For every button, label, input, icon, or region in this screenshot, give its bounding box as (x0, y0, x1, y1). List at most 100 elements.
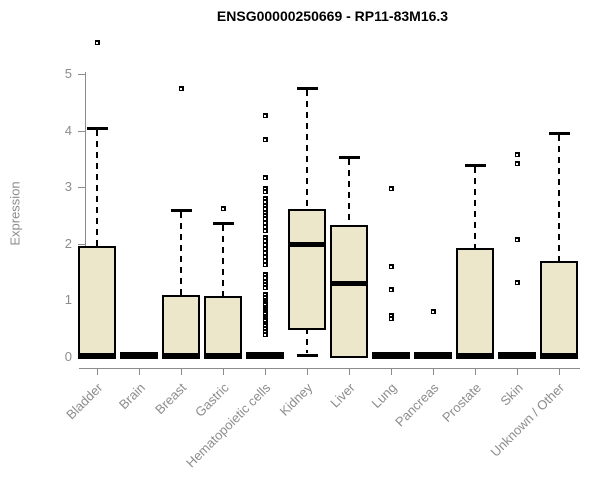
outlier-point (262, 282, 268, 288)
outlier-point (262, 219, 268, 225)
outlier-point (262, 262, 268, 268)
outlier-point (262, 242, 268, 248)
x-tick (265, 368, 266, 375)
upper-whisker (306, 89, 308, 211)
y-tick (78, 130, 85, 132)
outlier-point (430, 309, 436, 315)
y-axis-line (85, 72, 86, 358)
outlier-point (262, 199, 268, 205)
y-tick-label: 4 (64, 122, 72, 138)
outlier-point (262, 258, 268, 264)
upper-whisker-cap (297, 86, 318, 90)
outlier-point (514, 280, 520, 286)
x-tick-label: Skin (497, 380, 526, 409)
x-tick (307, 368, 308, 375)
outlier-point (262, 331, 268, 337)
outlier-point (178, 85, 184, 91)
box (204, 296, 242, 359)
upper-whisker (180, 211, 182, 297)
outlier-point (262, 196, 268, 202)
outlier-point (262, 113, 268, 119)
median-line (204, 352, 242, 358)
x-tick-label: Bladder (63, 380, 106, 423)
median-line (162, 352, 200, 358)
median-line (330, 281, 368, 287)
upper-whisker (222, 224, 224, 299)
x-tick (349, 368, 350, 375)
x-tick-label: Brain (115, 380, 148, 413)
x-tick (391, 368, 392, 375)
y-tick (78, 187, 85, 189)
y-tick (78, 243, 85, 245)
outlier-point (388, 316, 394, 321)
upper-whisker (558, 134, 560, 264)
y-tick-label: 0 (64, 349, 72, 364)
outlier-point (388, 287, 394, 293)
median-line (456, 352, 494, 358)
outlier-point (262, 329, 268, 335)
outlier-point (262, 227, 268, 233)
box (162, 295, 200, 359)
x-tick (181, 368, 182, 375)
median-line (288, 242, 326, 248)
upper-whisker-cap (213, 221, 234, 225)
outlier-point (262, 174, 268, 180)
x-tick (223, 368, 224, 375)
outlier-point (262, 272, 268, 278)
lower-whisker (306, 327, 308, 354)
chart-title: ENSG00000250669 - RP11-83M16.3 (216, 8, 449, 24)
x-tick-label: Prostate (438, 380, 484, 425)
y-axis-label: Expression (7, 181, 23, 246)
x-tick-label: Liver (327, 380, 358, 411)
upper-whisker (348, 158, 350, 227)
outlier-point (514, 237, 520, 243)
outlier-point (262, 278, 268, 284)
y-tick (78, 74, 85, 75)
upper-whisker (96, 129, 98, 249)
box (78, 246, 116, 359)
outlier-point (262, 246, 268, 252)
outlier-point (388, 263, 394, 269)
median-line (498, 352, 536, 360)
outlier-point (262, 295, 268, 301)
x-tick-label: Breast (152, 380, 190, 418)
outlier-point (388, 186, 394, 192)
x-tick (433, 368, 434, 375)
outlier-point (220, 205, 226, 211)
x-tick (517, 368, 518, 375)
upper-whisker-cap (549, 131, 570, 135)
outlier-point (262, 320, 268, 326)
box (540, 261, 578, 359)
x-tick (559, 368, 560, 375)
outlier-point (262, 234, 268, 240)
outlier-point (388, 313, 394, 319)
outlier-point (262, 136, 268, 142)
outlier-point (262, 216, 268, 222)
outlier-point (262, 285, 268, 291)
median-line (120, 352, 158, 360)
upper-whisker-cap (171, 208, 192, 212)
upper-whisker-cap (465, 163, 486, 167)
outlier-point (262, 275, 268, 281)
upper-whisker (474, 166, 476, 250)
median-line (540, 352, 578, 358)
outlier-point (262, 209, 268, 215)
outlier-point (514, 151, 520, 157)
x-tick (139, 368, 140, 375)
box (456, 248, 494, 359)
upper-whisker-cap (87, 126, 108, 130)
outlier-point (262, 213, 268, 218)
outlier-point (262, 292, 268, 298)
outlier-point (262, 238, 268, 244)
outlier-point (94, 40, 100, 46)
median-line (78, 352, 116, 358)
y-tick-label: 5 (64, 66, 72, 81)
outlier-point (262, 326, 268, 332)
box (288, 208, 326, 330)
upper-whisker-cap (339, 155, 360, 159)
x-tick-label: Gastric (191, 380, 232, 420)
median-line (372, 352, 410, 360)
outlier-point (262, 188, 268, 194)
box (330, 224, 368, 358)
